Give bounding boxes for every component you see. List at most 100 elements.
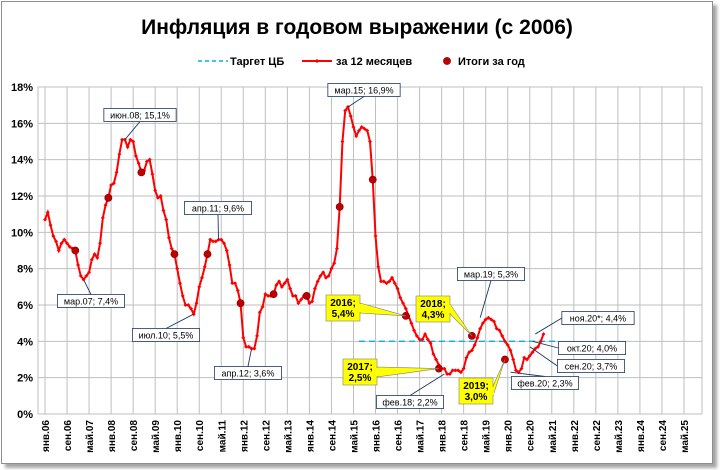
series-point	[464, 355, 469, 360]
series-point	[100, 215, 105, 220]
yearly-point	[71, 246, 80, 255]
series-point	[67, 244, 72, 249]
x-tick-label: янв.08	[107, 420, 118, 452]
series-point	[357, 128, 361, 133]
callout-box	[561, 311, 635, 325]
series-point	[144, 159, 149, 164]
chart-title: Инфляция в годовом выражении (с 2006)	[141, 16, 573, 39]
yearly-point	[104, 193, 113, 202]
yearly-point	[302, 292, 311, 300]
callout-box	[558, 341, 627, 355]
y-tick-label: 18%	[11, 82, 33, 94]
callout-line	[535, 317, 563, 335]
series-point	[541, 332, 546, 337]
x-tick-label: янв.06	[41, 420, 52, 452]
x-tick-label: май.09	[151, 420, 162, 453]
series-point	[475, 335, 480, 340]
x-tick-label: май.19	[482, 420, 493, 453]
series-point	[511, 357, 516, 362]
series-point	[194, 301, 199, 306]
callout-line	[217, 214, 219, 240]
series-point	[233, 281, 238, 286]
callout-pointer	[449, 303, 473, 337]
series-point	[150, 172, 155, 177]
series-point	[351, 124, 356, 129]
series-point	[202, 264, 207, 269]
callout-box	[183, 201, 252, 215]
x-tick-label: май.23	[614, 420, 625, 453]
callout-label: фев.20; 2,3%	[517, 379, 572, 389]
series-point	[423, 332, 428, 337]
x-tick-label: май.21	[548, 420, 559, 453]
legend: Таргет ЦБ за 12 месяцев Итоги за год	[198, 56, 525, 68]
series-point	[279, 284, 284, 289]
callout-label: сен.20; 3,7%	[565, 362, 618, 372]
x-tick-label: янв.24	[636, 420, 647, 452]
series-point	[500, 333, 505, 338]
series-point	[230, 281, 235, 286]
series-point	[266, 293, 271, 298]
callout-box	[103, 108, 177, 122]
series-point	[461, 366, 466, 371]
series-point	[76, 263, 81, 268]
callout-label: ноя.20*; 4,4%	[570, 314, 626, 324]
callout-box	[375, 395, 444, 409]
series-point	[48, 223, 53, 228]
y-tick-label: 8%	[17, 264, 33, 276]
callout-box	[557, 359, 626, 373]
y-tick-label: 4%	[17, 336, 33, 348]
series-point	[161, 208, 166, 213]
series-point	[442, 366, 447, 371]
x-tick-label: сен.18	[460, 420, 471, 452]
series-point	[98, 241, 103, 246]
y-tick-label: 6%	[17, 300, 33, 312]
inflation-chart: Инфляция в годовом выражении (с 2006) Та…	[11, 16, 703, 453]
x-tick-label: янв.20	[504, 420, 515, 452]
callout-joint	[448, 305, 451, 313]
callout-year-label: 3,0%	[465, 392, 488, 403]
y-axis: 0% 2% 4% 6% 8% 10% 12% 14% 16% 18%	[11, 82, 33, 421]
legend-yearly-label: Итоги за год	[458, 56, 525, 68]
x-tick-label: сен.16	[394, 420, 405, 452]
legend-target-label: Таргет ЦБ	[230, 56, 284, 68]
series-point	[164, 217, 169, 222]
callout-label: окт.20; 4,0%	[567, 344, 617, 354]
chart-frame: Инфляция в годовом выражении (с 2006) Та…	[1, 1, 713, 464]
y-tick-label: 0%	[17, 409, 33, 421]
yearly-point	[335, 202, 344, 211]
series-point	[89, 257, 94, 262]
callout-label: мар.19; 5,3%	[464, 270, 518, 280]
series-point	[183, 303, 188, 307]
x-tick-label: сен.22	[592, 420, 603, 452]
callout-line	[83, 279, 92, 295]
series-point	[147, 157, 152, 162]
legend-series-marker	[314, 58, 320, 64]
x-tick-label: май.17	[416, 420, 427, 453]
callout-joint	[375, 368, 378, 376]
callout-label: апр.12; 3,6%	[222, 369, 275, 379]
y-tick-label: 12%	[11, 191, 33, 203]
x-tick-label: май.11	[217, 420, 228, 453]
x-tick-label: сен.06	[63, 420, 74, 452]
series-point	[348, 114, 353, 119]
series-point	[111, 181, 116, 186]
series-point	[252, 346, 257, 351]
series-point	[447, 372, 452, 377]
callout-box	[327, 83, 401, 97]
x-tick-label: сен.20	[526, 420, 537, 452]
x-tick-label: сен.10	[195, 420, 206, 452]
callout-label: фев.18; 2,2%	[382, 398, 437, 408]
series-point	[373, 233, 378, 238]
series-point	[128, 137, 133, 142]
series-point	[125, 144, 130, 149]
series-point	[246, 344, 251, 349]
x-tick-label: сен.24	[658, 420, 669, 452]
y-tick-label: 16%	[11, 118, 33, 130]
yearly-point	[170, 250, 179, 259]
series-point	[368, 139, 372, 144]
series-point	[131, 139, 136, 144]
series-point	[224, 248, 229, 253]
series-point	[117, 152, 122, 157]
callout-box	[456, 267, 525, 281]
callout-line	[409, 373, 445, 396]
